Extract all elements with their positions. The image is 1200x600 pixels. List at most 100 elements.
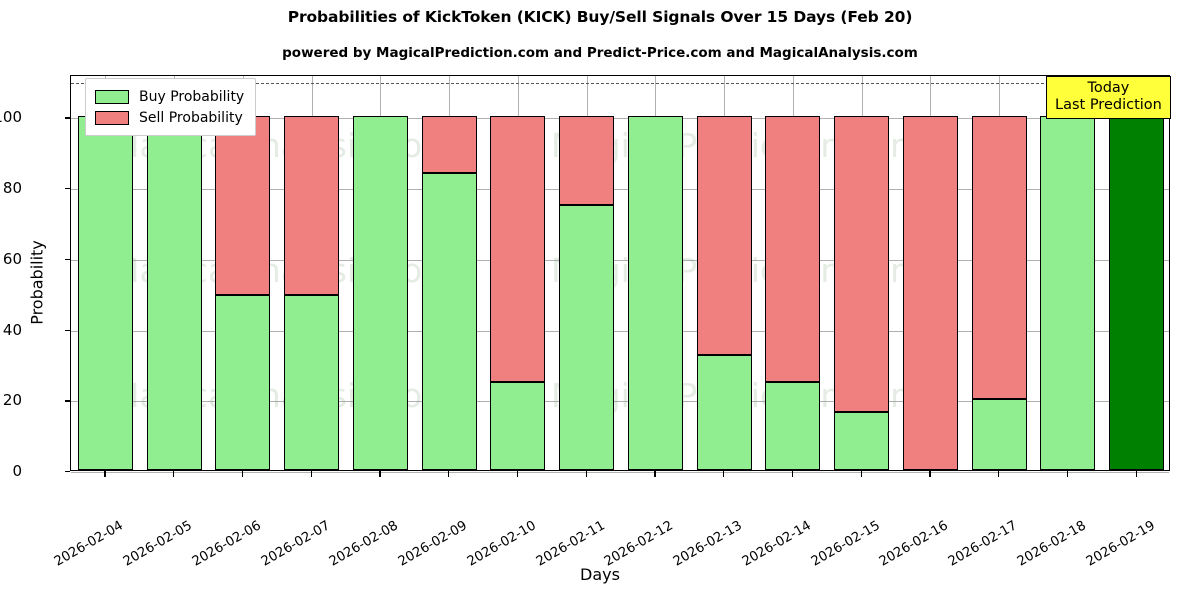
y-tick-mark-40 (65, 329, 70, 331)
bar-segment-sell (284, 116, 340, 295)
bar-segment-buy (765, 381, 821, 470)
legend-swatch-buy-icon (95, 89, 129, 104)
today-annotation: Today Last Prediction (1046, 76, 1171, 120)
chart-subtitle: powered by MagicalPrediction.com and Pre… (282, 45, 918, 61)
x-tick-mark-3 (310, 471, 312, 477)
bar-group (627, 74, 683, 470)
x-tick-label-2026-02-12: 2026-02-12 (602, 518, 677, 570)
y-tick-label-100: 100 (0, 108, 22, 127)
bar-segment-buy (421, 173, 477, 470)
x-tick-mark-1 (173, 471, 175, 477)
x-tick-label-2026-02-11: 2026-02-11 (533, 518, 608, 570)
x-tick-label-2026-02-08: 2026-02-08 (327, 518, 402, 570)
bar-segment-buy (834, 411, 890, 470)
x-tick-label-2026-02-05: 2026-02-05 (121, 518, 195, 570)
x-tick-label-2026-02-10: 2026-02-10 (464, 518, 539, 570)
bar-segment-sell (215, 116, 271, 295)
bar-segment-buy (490, 381, 546, 470)
y-axis-label: Probability (27, 240, 47, 325)
y-tick-label-80: 80 (2, 179, 22, 198)
x-tick-mark-2 (241, 471, 244, 477)
y-tick-label-20: 20 (2, 391, 22, 410)
x-tick-label-2026-02-17: 2026-02-17 (946, 518, 1020, 570)
bar-group (834, 74, 890, 470)
x-tick-label-2026-02-07: 2026-02-07 (258, 518, 333, 570)
chart-title: Probabilities of KickToken (KICK) Buy/Se… (287, 8, 913, 26)
x-tick-mark-13 (998, 471, 1000, 477)
x-tick-mark-5 (448, 471, 450, 477)
bar-group (1040, 74, 1096, 470)
x-tick-mark-15 (1135, 471, 1137, 477)
bar-segment-buy (77, 116, 133, 470)
bar-segment-sell (971, 116, 1027, 400)
bar-segment-buy (696, 355, 752, 470)
gridline-y-0 (71, 472, 1169, 473)
y-tick-mark-0 (65, 471, 70, 473)
bar-group (696, 74, 752, 470)
x-tick-mark-11 (860, 471, 862, 477)
x-tick-mark-14 (1066, 471, 1069, 477)
x-tick-mark-9 (723, 471, 725, 477)
chart-legend: Buy Probability Sell Probability (85, 78, 257, 136)
x-tick-mark-8 (654, 471, 656, 477)
legend-swatch-sell-icon (95, 110, 129, 125)
bar-segment-buy (1040, 116, 1096, 470)
x-axis-label: Days (580, 565, 620, 584)
bar-segment-sell (765, 116, 821, 382)
legend-label-sell: Sell Probability (139, 109, 243, 126)
bar-segment-sell (696, 116, 752, 356)
x-tick-mark-12 (929, 471, 931, 477)
bar-segment-sell (834, 116, 890, 412)
y-tick-label-60: 60 (2, 249, 22, 268)
bar-segment-buy (352, 116, 408, 470)
bar-group (1109, 74, 1165, 470)
x-tick-label-2026-02-09: 2026-02-09 (396, 518, 470, 570)
bar-segment-buy (627, 116, 683, 470)
x-tick-label-2026-02-15: 2026-02-15 (808, 518, 883, 570)
bar-group (902, 74, 958, 470)
bar-segment-sell (421, 116, 477, 173)
x-tick-label-2026-02-16: 2026-02-16 (877, 518, 952, 570)
bar-group (971, 74, 1027, 470)
x-tick-mark-7 (585, 471, 587, 477)
bar-segment-buy (215, 294, 271, 470)
bar-group (146, 74, 202, 470)
bar-segment-sell (490, 116, 546, 382)
x-tick-label-2026-02-13: 2026-02-13 (671, 518, 745, 570)
bar-group (284, 74, 340, 470)
bar-segment-buy (146, 116, 202, 470)
bar-segment-sell (559, 116, 615, 205)
x-tick-label-2026-02-18: 2026-02-18 (1014, 518, 1089, 570)
x-tick-label-2026-02-04: 2026-02-04 (52, 518, 127, 570)
x-tick-mark-4 (379, 471, 381, 477)
today-annotation-line1: Today (1087, 80, 1130, 96)
bar-group (215, 74, 271, 470)
bar-segment-buy (284, 294, 340, 470)
bar-group (421, 74, 477, 470)
y-tick-mark-100 (65, 117, 70, 119)
x-tick-label-2026-02-06: 2026-02-06 (189, 518, 264, 570)
y-tick-label-40: 40 (2, 320, 22, 339)
bar-group (559, 74, 615, 470)
today-annotation-line2: Last Prediction (1055, 97, 1162, 114)
y-tick-mark-60 (65, 258, 70, 261)
y-tick-mark-80 (65, 188, 70, 190)
bar-segment-sell (902, 116, 958, 470)
bar-group (765, 74, 821, 470)
x-tick-label-2026-02-19: 2026-02-19 (1083, 518, 1158, 570)
x-tick-mark-0 (104, 471, 106, 477)
bar-segment-buy (971, 399, 1027, 470)
legend-item-buy: Buy Probability (95, 86, 244, 107)
legend-label-buy: Buy Probability (139, 88, 245, 105)
x-tick-mark-6 (516, 471, 519, 477)
x-tick-mark-10 (791, 471, 794, 477)
y-tick-mark-20 (65, 400, 70, 402)
bar-group (77, 74, 133, 470)
bar-series-layer (71, 76, 1169, 470)
y-tick-label-0: 0 (12, 462, 22, 480)
bar-group (490, 74, 546, 470)
bar-segment-buy (559, 204, 615, 470)
bar-segment-today (1109, 116, 1165, 470)
x-tick-label-2026-02-14: 2026-02-14 (739, 518, 814, 570)
